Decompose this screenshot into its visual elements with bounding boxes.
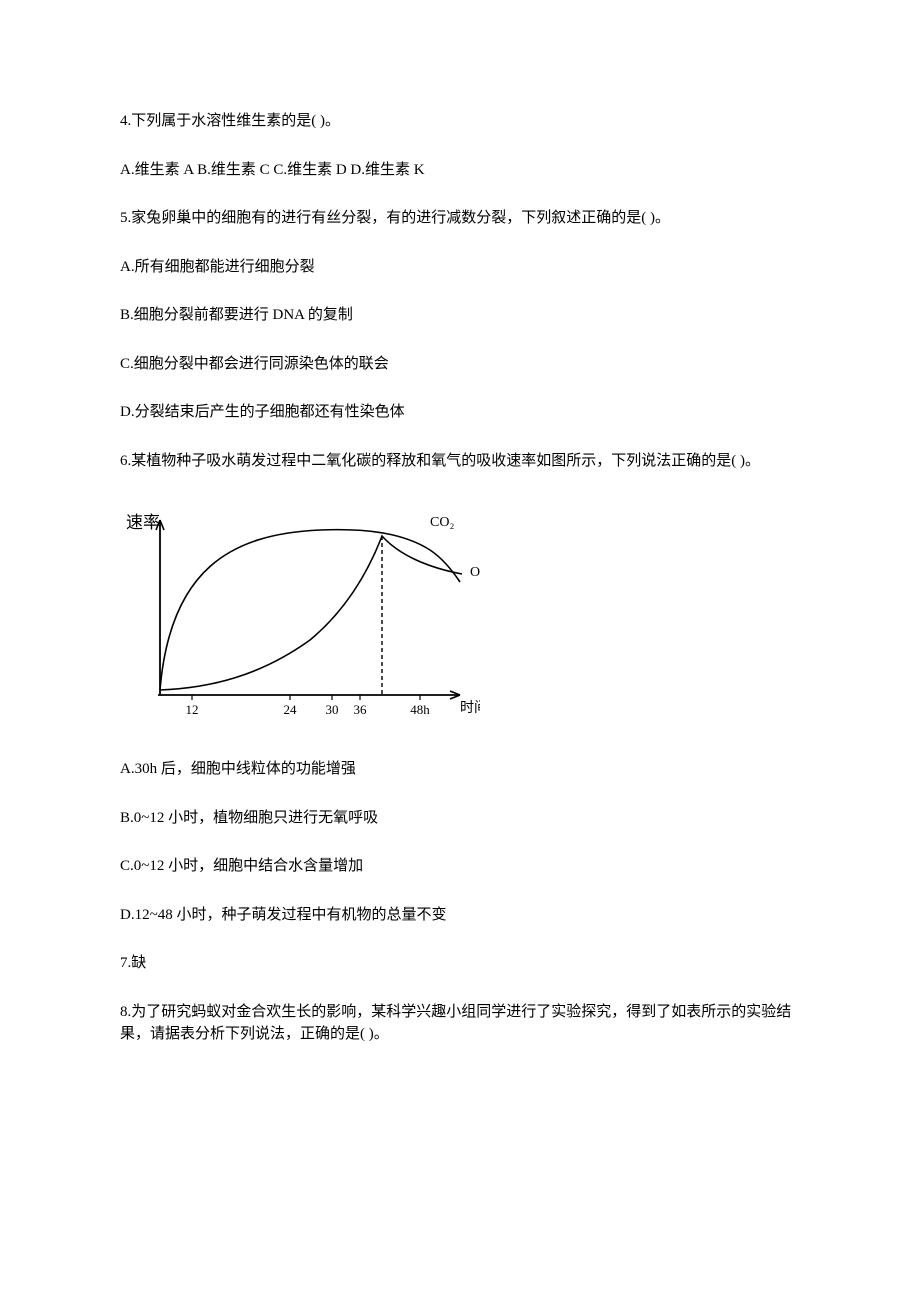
question-6-option-b: B.0~12 小时，植物细胞只进行无氧呼吸 [120, 807, 800, 830]
question-6-stem: 6.某植物种子吸水萌发过程中二氧化碳的释放和氧气的吸收速率如图所示，下列说法正确… [120, 450, 800, 473]
svg-text:24: 24 [284, 702, 298, 717]
exam-page: 4.下列属于水溶性维生素的是( )。 A.维生素 A B.维生素 C C.维生素… [0, 0, 920, 1132]
o2-curve [160, 536, 462, 690]
question-5-stem: 5.家兔卵巢中的细胞有的进行有丝分裂，有的进行减数分裂，下列叙述正确的是( )。 [120, 207, 800, 230]
question-6-figure: 速率 CO₂ O₂ 12 24 30 36 48h 时间 [120, 500, 800, 730]
svg-text:30: 30 [326, 702, 339, 717]
question-8-stem: 8.为了研究蚂蚁对金合欢生长的影响，某科学兴趣小组同学进行了实验探究，得到了如表… [120, 1001, 800, 1046]
svg-text:48h: 48h [410, 702, 430, 717]
question-6-option-d: D.12~48 小时，种子萌发过程中有机物的总量不变 [120, 904, 800, 927]
svg-text:12: 12 [186, 702, 199, 717]
question-4-options: A.维生素 A B.维生素 C C.维生素 D D.维生素 K [120, 159, 800, 182]
question-5-option-d: D.分裂结束后产生的子细胞都还有性染色体 [120, 401, 800, 424]
x-ticks: 12 24 30 36 48h [186, 695, 431, 717]
co2-label: CO₂ [430, 515, 454, 530]
co2-curve [160, 530, 460, 690]
y-axis-label: 速率 [126, 513, 160, 532]
x-axis-label: 时间 [460, 700, 480, 716]
question-6-option-a: A.30h 后，细胞中线粒体的功能增强 [120, 758, 800, 781]
rate-chart: 速率 CO₂ O₂ 12 24 30 36 48h 时间 [120, 500, 480, 730]
o2-label: O₂ [470, 565, 480, 580]
question-4-stem: 4.下列属于水溶性维生素的是( )。 [120, 110, 800, 133]
question-5-option-c: C.细胞分裂中都会进行同源染色体的联会 [120, 353, 800, 376]
question-6-option-c: C.0~12 小时，细胞中结合水含量增加 [120, 855, 800, 878]
question-5-option-a: A.所有细胞都能进行细胞分裂 [120, 256, 800, 279]
question-5-option-b: B.细胞分裂前都要进行 DNA 的复制 [120, 304, 800, 327]
svg-text:36: 36 [354, 702, 368, 717]
question-7-stem: 7.缺 [120, 952, 800, 975]
